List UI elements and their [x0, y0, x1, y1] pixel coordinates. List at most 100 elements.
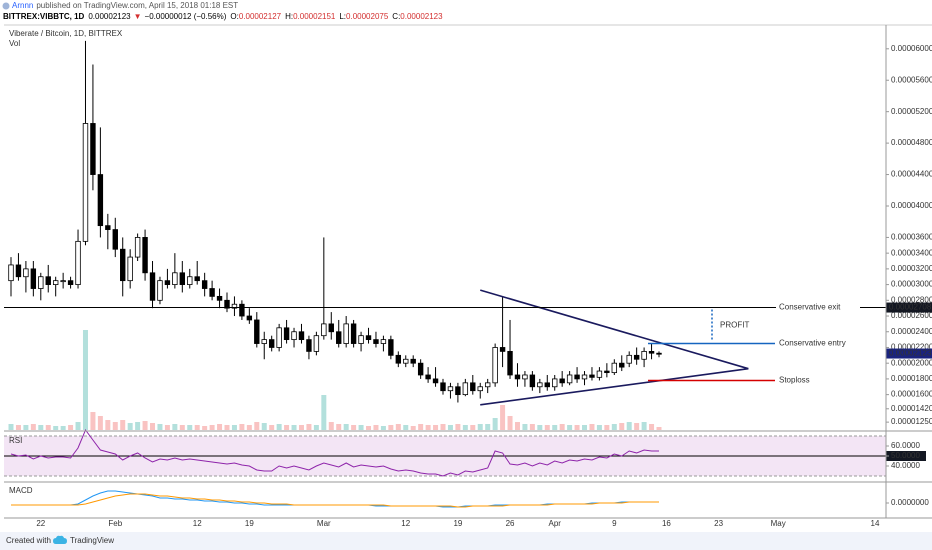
volume-bar	[60, 426, 66, 430]
volume-bar	[507, 416, 513, 430]
volume-bar	[358, 425, 364, 430]
candle-body	[127, 256, 133, 282]
volume-bar	[82, 330, 88, 430]
candle-body	[499, 347, 506, 352]
candle-body	[82, 123, 89, 242]
volume-bar	[425, 425, 431, 430]
symbol: BITTREX:VIBBTC, 1D	[3, 12, 85, 21]
candle-body	[403, 358, 409, 364]
ohlc-value: 0.00002123	[400, 12, 443, 21]
volume-bar	[418, 424, 424, 430]
candle-body	[38, 276, 44, 289]
y-tick-label: 0.00001800	[891, 374, 932, 383]
y-tick-label: 0.00002000	[891, 358, 932, 367]
candle-body	[172, 272, 178, 285]
candle-body	[507, 351, 513, 376]
candle-body	[648, 351, 655, 354]
rsi-badge	[886, 451, 926, 461]
y-tick-label: 0.00004800	[891, 138, 932, 147]
footer-brand[interactable]: TradingView	[70, 536, 114, 545]
legend-rsi: RSI	[9, 436, 22, 445]
volume-bar	[15, 425, 21, 430]
volume-bar	[30, 424, 36, 430]
candle-body	[455, 386, 461, 396]
volume-bar	[157, 424, 163, 430]
volume-bar	[433, 425, 439, 430]
trendline	[480, 289, 749, 370]
volume-bar	[395, 424, 401, 430]
last: 0.00002123	[88, 12, 131, 21]
volume-bar	[142, 421, 148, 430]
volume-bar	[582, 425, 588, 430]
volume-bar	[462, 425, 468, 430]
candle-body	[514, 374, 521, 380]
ohlc-value: 0.00002127	[239, 12, 282, 21]
candle-body	[559, 378, 565, 384]
y-tick-label: 0.00002200	[891, 343, 932, 352]
ohlc-label: L:	[339, 12, 346, 21]
candle-body	[157, 280, 163, 301]
y-tick-label: 0.00002800	[891, 295, 932, 304]
candle-body	[373, 339, 379, 344]
volume-bar	[75, 422, 81, 430]
candle-body	[134, 237, 141, 258]
volume-bar	[649, 424, 655, 430]
candle-body	[656, 352, 662, 355]
volume-bar	[477, 424, 483, 430]
volume-bar	[127, 423, 133, 430]
candle-body	[23, 268, 29, 278]
volume-bar	[306, 424, 312, 430]
profit-label: PROFIT	[720, 321, 749, 330]
y-tick-label: 0.00002400	[891, 327, 932, 336]
volume-bar	[380, 426, 386, 430]
candle-body	[105, 225, 111, 230]
volume-bar	[298, 425, 304, 430]
candle-body	[358, 335, 364, 344]
volume-bar	[254, 422, 260, 430]
candle-body	[201, 280, 208, 289]
x-tick-label: 26	[506, 519, 515, 528]
volume-bar	[492, 418, 498, 430]
volume-bar	[217, 424, 223, 430]
candle-body	[216, 295, 223, 301]
candle-body	[276, 327, 282, 348]
volume-bar	[336, 424, 342, 430]
volume-bar	[179, 425, 185, 430]
volume-bar	[202, 426, 208, 430]
y-tick-label: 0.00006000	[891, 44, 932, 53]
candle-body	[112, 229, 118, 250]
volume-bar	[164, 425, 170, 430]
x-tick-label: 16	[662, 519, 671, 528]
candle-body	[440, 382, 446, 392]
candle-body	[254, 319, 260, 344]
volume-bar	[537, 425, 543, 430]
arrow: ▼	[134, 12, 142, 21]
volume-bar	[604, 425, 610, 430]
candle-body	[224, 299, 230, 309]
volume-bar	[485, 424, 491, 430]
candle-body	[626, 354, 632, 364]
volume-bar	[53, 426, 59, 430]
volume-bar	[634, 423, 640, 430]
volume-bar	[135, 422, 141, 430]
volume-bar	[589, 424, 595, 430]
x-tick-label: 9	[612, 519, 617, 528]
candle-body	[90, 123, 96, 175]
author[interactable]: Arnnn	[12, 1, 33, 10]
volume-bar	[567, 425, 573, 430]
candle-body	[336, 331, 342, 344]
rsi-tick-label: 40.0000	[891, 461, 920, 470]
macd-tick-label: 0.0000000	[891, 498, 929, 507]
volume-bar	[239, 424, 245, 430]
y-tick-label: 0.00001600	[891, 390, 932, 399]
ohlc-label: C:	[392, 12, 400, 21]
entry-label: Conservative entry	[779, 339, 846, 348]
last-price-badge	[886, 348, 932, 359]
avatar	[2, 2, 10, 10]
candle-body	[209, 288, 215, 297]
candle-body	[291, 331, 297, 341]
macd-line	[11, 493, 659, 508]
candle-body	[239, 303, 245, 317]
label-bg	[776, 302, 860, 313]
